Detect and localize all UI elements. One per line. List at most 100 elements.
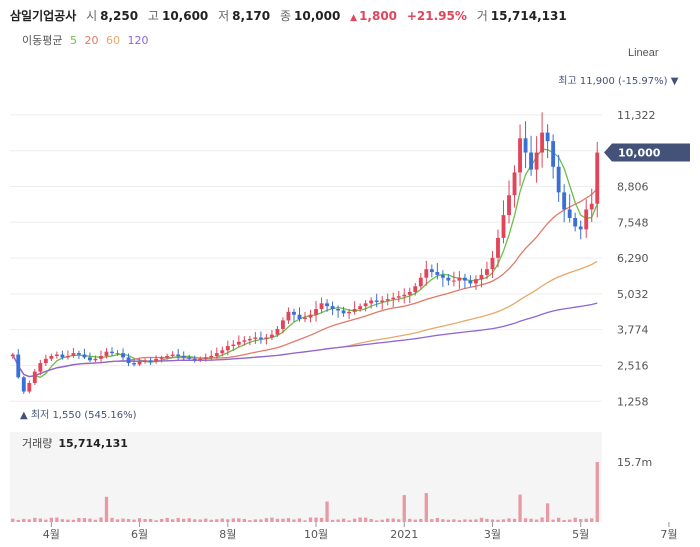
candle-body [369, 300, 374, 304]
candle-body [104, 351, 109, 356]
volume-bar [397, 519, 401, 522]
candle-body [424, 269, 429, 278]
candle-body [325, 303, 329, 307]
candle-body [446, 277, 451, 281]
max-price-label: 최고 11,900 (-15.97%) ▼ [558, 75, 678, 87]
volume-bar [341, 518, 346, 522]
candle-body [159, 357, 164, 359]
candle-body [490, 257, 495, 270]
candle-body [336, 309, 341, 311]
volume-bar [347, 520, 351, 522]
volume-bar [441, 519, 445, 522]
candle-body [407, 291, 412, 295]
volume-bar [579, 519, 583, 522]
candle-body [545, 132, 550, 142]
volume-bar [375, 520, 379, 522]
price-axis: 11,322 8,806 7,548 6,290 5,032 3,774 2,516 1,25… [617, 109, 656, 408]
candle-body [385, 299, 390, 301]
candle-body [198, 358, 203, 361]
change-value: 1,800 [359, 9, 398, 23]
candle-body [551, 141, 556, 167]
close-value: 10,000 [294, 9, 341, 23]
candle-body [474, 279, 478, 284]
candle-body [264, 337, 269, 339]
volume-bars: 15.7m [11, 456, 652, 522]
x-tick-label: 3월 [484, 528, 501, 541]
candle-body [170, 354, 175, 356]
volume-bar [137, 518, 142, 522]
volume-bar [286, 518, 291, 522]
candle-body [231, 344, 236, 347]
volume-bar [193, 519, 197, 522]
volume-bar [93, 519, 98, 522]
volume-bar [204, 518, 208, 522]
volume-label: 거 [476, 9, 488, 23]
volume-bar [22, 518, 26, 522]
volume-bar [479, 517, 484, 522]
volume-bar [88, 518, 92, 522]
candle-body [534, 152, 539, 170]
candle-body [93, 358, 98, 361]
volume-bar [159, 518, 164, 522]
candle-body [556, 166, 561, 193]
close-label: 종 [279, 9, 291, 23]
candle-body [38, 363, 43, 372]
candle-body [297, 314, 302, 319]
volume-bar [77, 517, 81, 522]
volume-bar [66, 519, 70, 522]
x-tick-label: 8월 [219, 528, 236, 541]
candle-body [82, 354, 87, 358]
volume-bar [198, 519, 202, 522]
candle-body [60, 354, 65, 358]
volume-bar [424, 493, 428, 522]
candle-body [512, 172, 517, 196]
candle-body [352, 309, 357, 312]
volume-bar [496, 519, 500, 522]
volume-bar [568, 519, 572, 522]
candle-body [76, 353, 81, 355]
candle-body [99, 355, 103, 359]
moving-average-legend[interactable]: 이동평균 5 20 60 120 [22, 33, 152, 49]
candle-body [413, 286, 418, 292]
candle-body [269, 334, 274, 338]
stock-name: 삼일기업공사 [10, 9, 77, 23]
volume-bar [551, 519, 555, 522]
volume-bar [220, 518, 224, 522]
volume-bar [209, 519, 213, 522]
low-label: 저 [218, 9, 230, 23]
candle-body [21, 377, 26, 392]
ma-120-line [12, 302, 598, 378]
scale-toggle-button[interactable]: Linear [628, 47, 659, 59]
candle-body [479, 274, 484, 280]
candle-body [247, 338, 252, 341]
candle-body [16, 354, 21, 378]
candle-body [192, 358, 197, 361]
ma-legend-title: 이동평균 [22, 34, 63, 47]
candle-body [88, 357, 92, 361]
candle-body [148, 360, 153, 362]
volume-bar [82, 518, 87, 522]
volume-bar [507, 518, 511, 522]
volume-bar [38, 518, 42, 522]
up-triangle-icon: ▲ [350, 13, 358, 23]
x-tick-label: 7월 [660, 528, 677, 541]
volume-bar [529, 518, 533, 522]
volume-bar [115, 519, 120, 522]
volume-bar [148, 518, 153, 522]
candle-body [529, 152, 534, 170]
volume-bar [237, 518, 241, 522]
volume-bar [176, 517, 180, 522]
candle-body [578, 226, 583, 230]
volume-bar [369, 518, 373, 522]
candle-body [440, 274, 445, 278]
high-label: 고 [147, 9, 159, 23]
candle-body [71, 353, 76, 356]
volume-bar [132, 519, 136, 522]
high-value: 10,600 [161, 9, 209, 23]
volume-bar [468, 519, 473, 522]
candle-body [462, 277, 467, 281]
candle-body [363, 303, 368, 307]
candle-body [347, 311, 352, 314]
volume-bar [187, 518, 191, 522]
